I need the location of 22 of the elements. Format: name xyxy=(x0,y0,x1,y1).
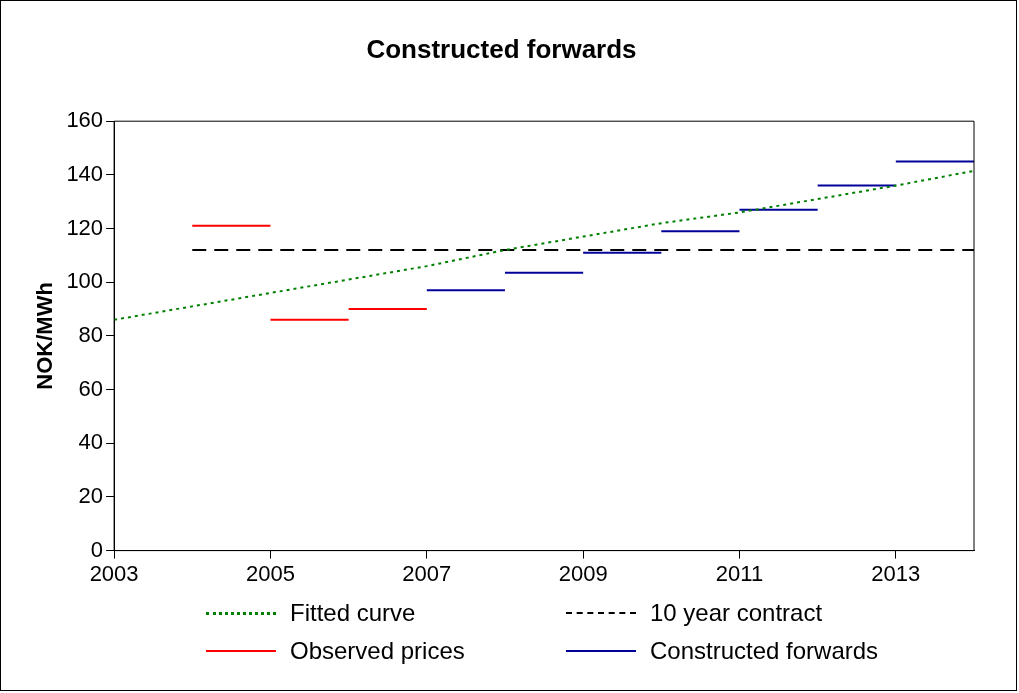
y-tick-label: 20 xyxy=(78,482,104,508)
x-tick-label: 2005 xyxy=(245,560,295,586)
line-series xyxy=(114,169,974,321)
legend-label: Constructed forwards xyxy=(650,637,879,665)
x-tick-label: 2007 xyxy=(402,560,452,586)
x-tick-label: 2011 xyxy=(715,560,764,586)
legend-label: Fitted curve xyxy=(290,599,416,627)
legend-label: 10 year contract xyxy=(650,599,823,627)
y-tick-label: 80 xyxy=(78,321,104,347)
y-tick-label: 40 xyxy=(78,429,104,455)
y-axis-title: NOK/MWh xyxy=(32,282,58,390)
chart-title: Constructed forwards xyxy=(366,33,637,64)
y-tick-label: 120 xyxy=(66,214,104,240)
legend-label: Observed prices xyxy=(290,637,465,665)
x-tick-label: 2013 xyxy=(871,560,921,586)
y-tick-label: 100 xyxy=(66,268,104,294)
y-tick-label: 160 xyxy=(66,107,104,133)
y-tick-label: 140 xyxy=(66,160,104,186)
x-tick-label: 2003 xyxy=(89,560,139,586)
y-tick-label: 60 xyxy=(78,375,104,401)
x-tick-label: 2009 xyxy=(558,560,608,586)
y-tick-label: 0 xyxy=(90,536,104,562)
